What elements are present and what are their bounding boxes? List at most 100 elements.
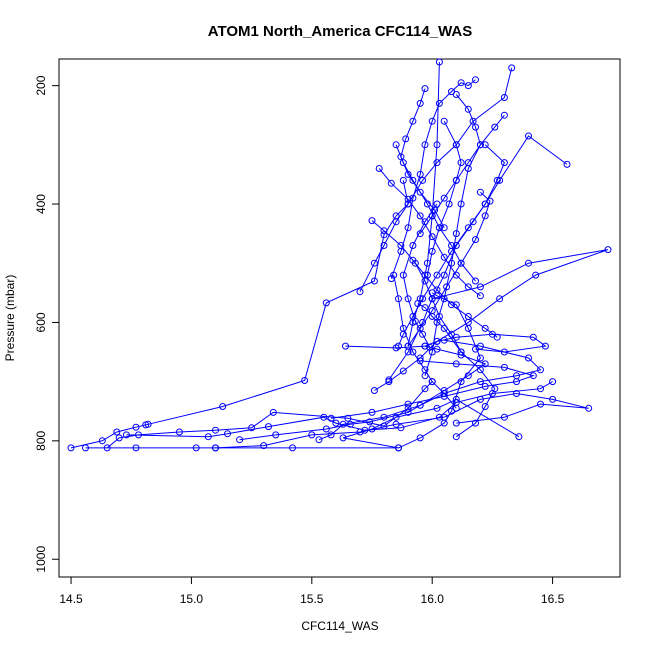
data-point [404, 170, 412, 178]
data-point [392, 420, 400, 428]
data-point [440, 117, 448, 125]
y-tick-label: 800 [34, 431, 48, 451]
data-point [433, 404, 441, 412]
data-point [472, 123, 479, 131]
data-point [435, 313, 443, 320]
data-point [395, 444, 402, 452]
data-point [370, 259, 378, 267]
data-point [428, 378, 436, 386]
data-point [515, 433, 523, 441]
data-point [339, 434, 347, 442]
data-point [508, 64, 516, 72]
data-point [537, 400, 544, 408]
data-point [426, 343, 434, 351]
data-point [476, 378, 484, 386]
data-point [476, 283, 484, 291]
data-point [457, 79, 465, 87]
data-point [368, 217, 376, 225]
data-point [272, 431, 280, 439]
data-point [113, 428, 121, 436]
data-point [308, 431, 316, 439]
data-point [421, 271, 429, 279]
data-point [476, 188, 484, 196]
x-tick-label: 15.0 [180, 592, 204, 606]
series-line-27 [407, 191, 491, 347]
data-point [457, 259, 465, 267]
data-point [481, 324, 489, 332]
data-point [486, 197, 494, 205]
data-point [416, 401, 424, 409]
data-point [452, 176, 460, 184]
data-point [421, 385, 429, 393]
series-line-16 [424, 114, 505, 376]
data-point [472, 419, 479, 427]
data-point [409, 176, 417, 184]
data-point [500, 94, 508, 101]
data-point [224, 430, 231, 438]
data-point [457, 348, 465, 356]
data-point [322, 425, 330, 433]
data-point [132, 444, 140, 452]
series-line-14 [390, 79, 476, 279]
data-point [452, 419, 460, 427]
data-point [513, 390, 520, 397]
series-line-4 [85, 398, 520, 449]
data-point [433, 318, 441, 326]
data-point [392, 413, 400, 421]
series-group [67, 58, 612, 452]
data-point [320, 413, 328, 421]
data-point [469, 117, 477, 125]
data-point [433, 286, 441, 294]
data-point [404, 400, 412, 408]
data-point [435, 99, 443, 107]
data-point [67, 444, 75, 452]
data-point [452, 360, 460, 368]
data-point [476, 354, 484, 362]
data-point [404, 295, 412, 303]
data-point [392, 141, 400, 149]
data-point [464, 283, 472, 291]
data-point [380, 413, 388, 421]
series-line-25 [419, 94, 481, 234]
data-point [339, 420, 347, 428]
data-point [385, 376, 393, 384]
x-tick-label: 14.5 [59, 592, 83, 606]
data-point [440, 392, 448, 400]
data-point [525, 132, 532, 140]
data-point [464, 224, 472, 232]
data-point [416, 188, 424, 196]
data-point [115, 434, 123, 442]
data-point [421, 366, 429, 374]
data-point [409, 194, 417, 202]
data-point [428, 117, 436, 125]
data-point [265, 423, 272, 431]
data-point [433, 271, 441, 279]
data-point [452, 404, 460, 412]
data-point [416, 170, 424, 178]
data-point [433, 141, 441, 149]
data-point [327, 414, 335, 422]
data-point [419, 330, 427, 338]
series-line-12 [398, 135, 568, 347]
data-point [399, 271, 407, 279]
data-point [404, 195, 412, 203]
data-point [356, 428, 364, 436]
data-point [399, 159, 407, 167]
data-point [370, 277, 378, 285]
data-point [500, 111, 508, 119]
data-point [416, 324, 424, 332]
series-line-19 [417, 303, 496, 438]
data-point [537, 366, 544, 374]
data-point [500, 413, 508, 421]
data-point [390, 271, 398, 279]
data-point [423, 259, 431, 267]
data-point [428, 247, 436, 255]
data-point [344, 414, 352, 422]
data-point [481, 382, 489, 390]
data-point [481, 403, 489, 410]
data-point [452, 141, 460, 149]
data-point [409, 348, 417, 356]
series-line-28 [412, 259, 498, 338]
data-point [397, 242, 405, 249]
data-point [416, 99, 424, 107]
